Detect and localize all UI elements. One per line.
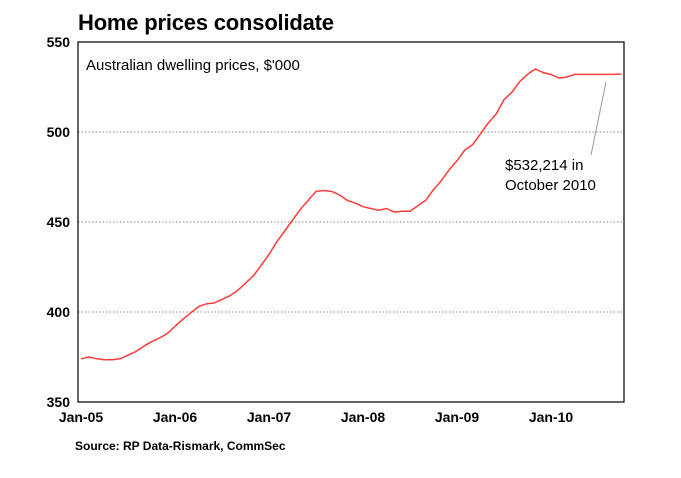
chart-source: Source: RP Data-Rismark, CommSec bbox=[75, 439, 286, 453]
series-layer bbox=[80, 68, 622, 361]
plot-frame bbox=[77, 41, 625, 403]
annotation-leader-line bbox=[590, 81, 607, 156]
annotation-label-line2: October 2010 bbox=[505, 177, 596, 194]
x-tick-label: Jan-06 bbox=[153, 409, 198, 425]
y-tick-label: 400 bbox=[47, 304, 71, 320]
y-tick-label: 500 bbox=[47, 124, 71, 140]
x-axis: Jan-05 Jan-06 Jan-07 Jan-08 Jan-09 Jan-10 bbox=[59, 409, 574, 425]
grid-lines bbox=[78, 131, 624, 313]
x-tick-label: Jan-08 bbox=[341, 409, 386, 425]
x-tick-label: Jan-09 bbox=[435, 409, 480, 425]
x-tick-label: Jan-10 bbox=[529, 409, 574, 425]
x-tick-label: Jan-05 bbox=[59, 409, 104, 425]
chart-subtitle: Australian dwelling prices, $'000 bbox=[86, 57, 300, 74]
y-tick-label: 550 bbox=[47, 34, 71, 50]
series-line-0 bbox=[80, 68, 622, 361]
chart-title: Home prices consolidate bbox=[78, 10, 334, 35]
y-tick-label: 350 bbox=[47, 394, 71, 410]
y-axis: 350 400 450 500 550 bbox=[47, 34, 71, 410]
y-tick-label: 450 bbox=[47, 214, 71, 230]
annotation-label-line1: $532,214 in bbox=[505, 157, 583, 174]
x-tick-label: Jan-07 bbox=[247, 409, 292, 425]
